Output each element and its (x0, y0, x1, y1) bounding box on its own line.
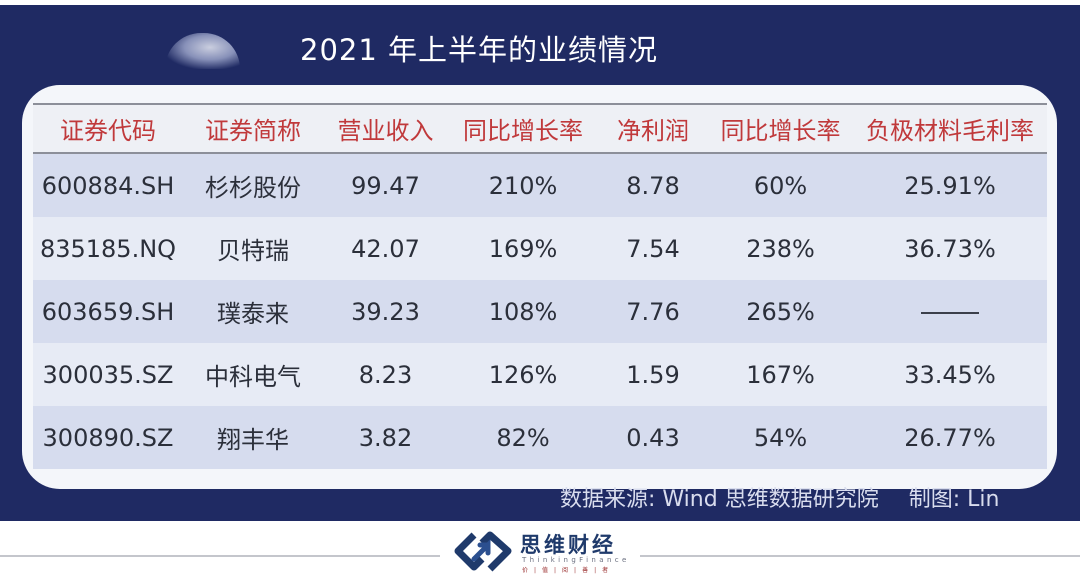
cell-revenue-yoy: 126% (448, 343, 598, 406)
col-header-net-profit: 净利润 (598, 103, 708, 154)
brand-name: 思维财经 (520, 533, 616, 557)
performance-table: 证券代码 证券简称 营业收入 同比增长率 净利润 同比增长率 负极材料毛利率 6… (33, 103, 1047, 469)
cell-net-profit: 8.78 (598, 153, 708, 217)
cell-code: 300890.SZ (33, 406, 183, 469)
cell-gross-margin-missing (853, 280, 1047, 343)
col-header-code: 证券代码 (33, 103, 183, 154)
blurred-logo-icon (165, 33, 240, 69)
page-title: 2021 年上半年的业绩情况 (300, 33, 659, 67)
table-header-row: 证券代码 证券简称 营业收入 同比增长率 净利润 同比增长率 负极材料毛利率 (33, 103, 1047, 154)
cell-gross-margin: 36.73% (853, 217, 1047, 280)
cell-revenue: 3.82 (323, 406, 448, 469)
col-header-revenue: 营业收入 (323, 103, 448, 154)
brand-logo: 思维财经 ThinkingFinance 价|值|阅|善|者 (452, 527, 642, 575)
cell-revenue: 8.23 (323, 343, 448, 406)
source-footer: 数据来源: Wind 思维数据研究院 制图: Lin (560, 483, 999, 517)
divider-right (640, 555, 1080, 557)
cell-revenue-yoy: 108% (448, 280, 598, 343)
cell-revenue-yoy: 169% (448, 217, 598, 280)
cell-net-profit: 7.54 (598, 217, 708, 280)
cell-revenue-yoy: 82% (448, 406, 598, 469)
table-row: 603659.SH 璞泰来 39.23 108% 7.76 265% (33, 280, 1047, 343)
table-row: 300035.SZ 中科电气 8.23 126% 1.59 167% 33.45… (33, 343, 1047, 406)
cell-code: 835185.NQ (33, 217, 183, 280)
cell-profit-yoy: 54% (708, 406, 853, 469)
cell-net-profit: 1.59 (598, 343, 708, 406)
cell-code: 600884.SH (33, 153, 183, 217)
cell-revenue: 42.07 (323, 217, 448, 280)
dash-placeholder (921, 311, 979, 314)
cell-net-profit: 7.76 (598, 280, 708, 343)
cell-net-profit: 0.43 (598, 406, 708, 469)
col-header-revenue-yoy: 同比增长率 (448, 103, 598, 154)
table-row: 600884.SH 杉杉股份 99.47 210% 8.78 60% 25.91… (33, 153, 1047, 217)
cell-name: 翔丰华 (183, 406, 323, 469)
cell-gross-margin: 26.77% (853, 406, 1047, 469)
cell-revenue-yoy: 210% (448, 153, 598, 217)
chart-credit-text: 制图: Lin (908, 487, 1000, 512)
top-white-strip (290, 0, 530, 5)
cell-name: 贝特瑞 (183, 217, 323, 280)
cell-name: 杉杉股份 (183, 153, 323, 217)
brand-logo-icon (454, 531, 512, 572)
cell-name: 中科电气 (183, 343, 323, 406)
cell-profit-yoy: 60% (708, 153, 853, 217)
brand-english: ThinkingFinance (522, 556, 630, 564)
cell-profit-yoy: 265% (708, 280, 853, 343)
cell-revenue: 99.47 (323, 153, 448, 217)
cell-revenue: 39.23 (323, 280, 448, 343)
divider-left (0, 555, 440, 557)
table-row: 300890.SZ 翔丰华 3.82 82% 0.43 54% 26.77% (33, 406, 1047, 469)
cell-code: 603659.SH (33, 280, 183, 343)
cell-gross-margin: 25.91% (853, 153, 1047, 217)
col-header-gross-margin: 负极材料毛利率 (853, 103, 1047, 154)
brand-tagline: 价|值|阅|善|者 (522, 567, 615, 574)
cell-profit-yoy: 167% (708, 343, 853, 406)
cell-name: 璞泰来 (183, 280, 323, 343)
data-source-text: 数据来源: Wind 思维数据研究院 (560, 487, 879, 512)
col-header-profit-yoy: 同比增长率 (708, 103, 853, 154)
col-header-name: 证券简称 (183, 103, 323, 154)
cell-code: 300035.SZ (33, 343, 183, 406)
table-row: 835185.NQ 贝特瑞 42.07 169% 7.54 238% 36.73… (33, 217, 1047, 280)
cell-gross-margin: 33.45% (853, 343, 1047, 406)
cell-profit-yoy: 238% (708, 217, 853, 280)
